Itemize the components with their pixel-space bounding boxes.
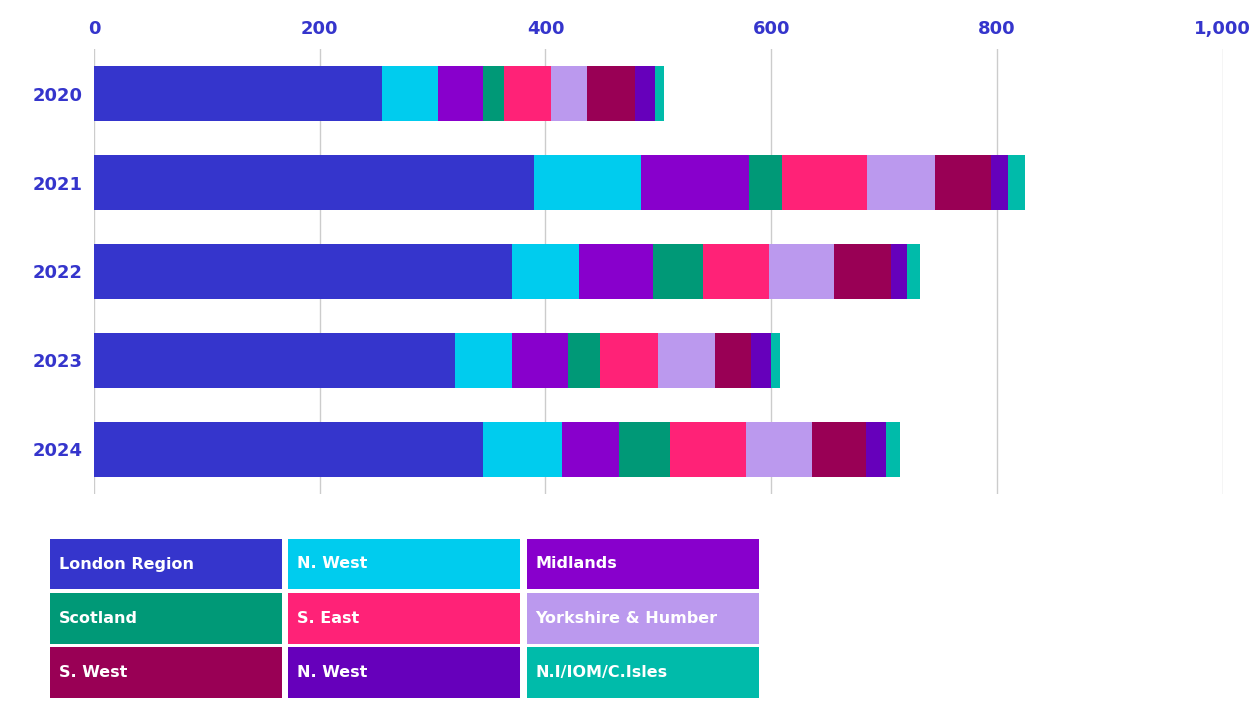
Bar bbox=[934, 155, 991, 210]
Bar bbox=[746, 422, 811, 477]
Bar bbox=[782, 155, 867, 210]
Text: N. West: N. West bbox=[297, 665, 367, 680]
Bar bbox=[769, 244, 834, 299]
Text: S. West: S. West bbox=[59, 665, 128, 680]
Text: N. West: N. West bbox=[297, 556, 367, 572]
Bar bbox=[568, 333, 599, 388]
Bar bbox=[562, 422, 618, 477]
Text: Scotland: Scotland bbox=[59, 611, 138, 626]
Bar bbox=[749, 155, 782, 210]
Bar bbox=[703, 244, 769, 299]
Bar bbox=[641, 155, 749, 210]
Bar bbox=[890, 244, 907, 299]
Bar bbox=[834, 244, 890, 299]
Bar bbox=[94, 66, 381, 121]
Text: N.I/IOM/C.Isles: N.I/IOM/C.Isles bbox=[535, 665, 667, 680]
Bar bbox=[455, 333, 512, 388]
Bar bbox=[551, 66, 587, 121]
Text: London Region: London Region bbox=[59, 556, 194, 572]
Bar bbox=[483, 422, 562, 477]
Bar bbox=[618, 422, 670, 477]
Text: S. East: S. East bbox=[297, 611, 360, 626]
Bar bbox=[439, 66, 483, 121]
Bar bbox=[1008, 155, 1025, 210]
Bar bbox=[579, 244, 652, 299]
Bar bbox=[655, 66, 665, 121]
Bar bbox=[771, 333, 780, 388]
Bar bbox=[811, 422, 867, 477]
Bar bbox=[670, 422, 746, 477]
Bar bbox=[715, 333, 751, 388]
Bar bbox=[658, 333, 715, 388]
Bar bbox=[381, 66, 439, 121]
Bar bbox=[587, 66, 635, 121]
Bar bbox=[991, 155, 1008, 210]
Bar bbox=[94, 422, 483, 477]
Bar bbox=[94, 155, 534, 210]
Text: Midlands: Midlands bbox=[535, 556, 617, 572]
Text: Yorkshire & Humber: Yorkshire & Humber bbox=[535, 611, 717, 626]
Bar bbox=[504, 66, 551, 121]
Bar bbox=[887, 422, 900, 477]
Bar bbox=[907, 244, 920, 299]
Bar bbox=[512, 244, 579, 299]
Bar bbox=[534, 155, 641, 210]
Bar bbox=[652, 244, 703, 299]
Bar bbox=[751, 333, 771, 388]
Bar bbox=[635, 66, 655, 121]
Bar bbox=[94, 244, 512, 299]
Bar bbox=[94, 333, 455, 388]
Bar bbox=[512, 333, 568, 388]
Bar bbox=[483, 66, 504, 121]
Bar bbox=[867, 422, 887, 477]
Bar bbox=[599, 333, 658, 388]
Bar bbox=[867, 155, 934, 210]
